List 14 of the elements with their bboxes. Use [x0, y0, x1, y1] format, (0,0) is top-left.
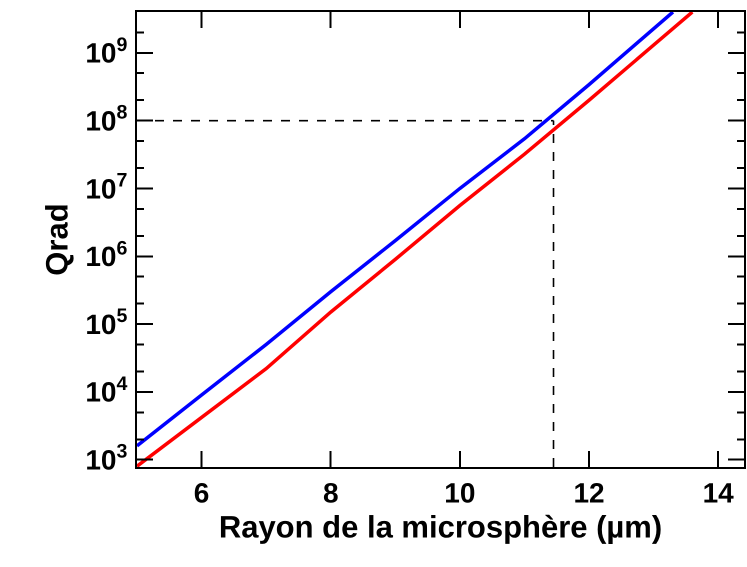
y-tick-label: 10$^{8}$ — [85, 102, 128, 136]
x-tick-label: 10 — [444, 478, 476, 509]
x-axis-title: Rayon de la microsphère (µm) — [218, 509, 662, 544]
y-tick-label: 10$^{4}$ — [85, 372, 128, 408]
x-tick-label: 8 — [322, 478, 339, 509]
x-tick-label: 6 — [194, 478, 210, 509]
x-tick-label: 14 — [702, 478, 734, 509]
y-tick-label: 10$^{6}$ — [85, 237, 128, 272]
x-tick-label: 12 — [573, 478, 605, 509]
y-tick-label: 10$^{3}$ — [85, 440, 128, 476]
y-tick-label: 10$^{7}$ — [85, 169, 128, 204]
y-tick-label: 10$^{9}$ — [85, 34, 128, 69]
y-tick-label: 10$^{5}$ — [85, 305, 128, 340]
y-axis-title: Qrad — [39, 203, 74, 276]
